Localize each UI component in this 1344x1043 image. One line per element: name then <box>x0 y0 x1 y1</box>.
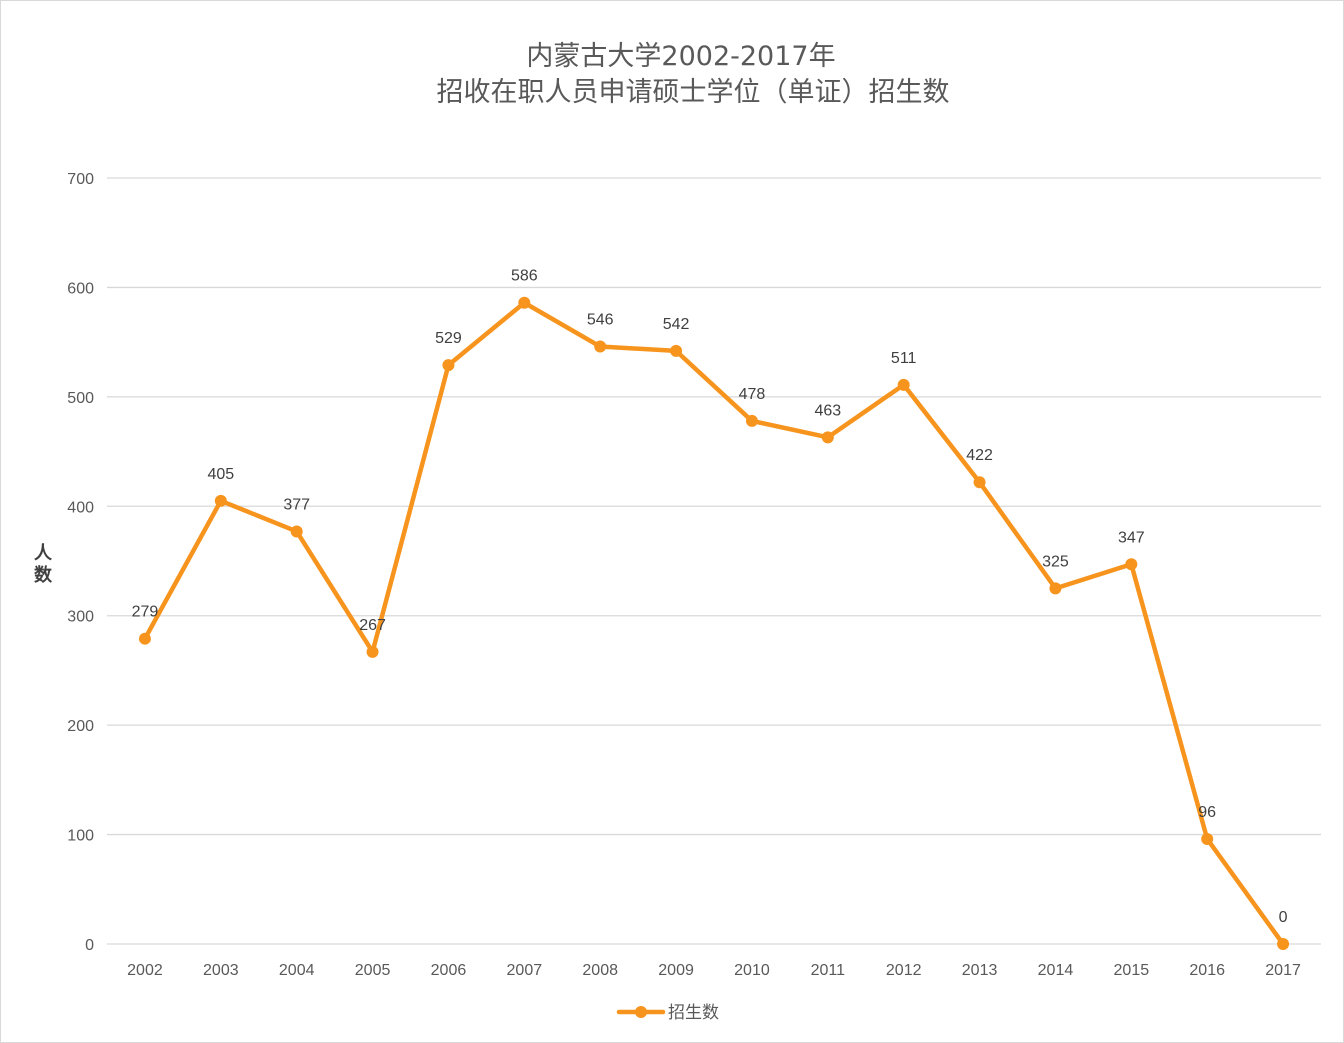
data-point <box>1201 832 1214 845</box>
data-label: 463 <box>814 402 841 419</box>
y-tick-label: 200 <box>67 718 94 735</box>
data-point <box>670 344 683 357</box>
data-label: 586 <box>511 268 538 285</box>
chart-title-line-1: 内蒙古大学2002-2017年 <box>526 41 835 72</box>
x-tick-label: 2012 <box>886 962 922 979</box>
x-tick-label: 2010 <box>734 962 770 979</box>
y-axis-title: 人数 <box>34 543 53 586</box>
y-tick-label: 400 <box>67 499 94 516</box>
data-label: 478 <box>739 386 766 403</box>
data-label: 347 <box>1118 529 1145 546</box>
data-label: 377 <box>283 496 310 513</box>
legend: 招生数 <box>616 1003 719 1023</box>
data-label: 0 <box>1279 909 1288 926</box>
data-point <box>1277 938 1290 950</box>
gridlines <box>107 177 1321 945</box>
legend-marker <box>635 1006 647 1018</box>
x-tick-label: 2009 <box>658 962 694 979</box>
data-point <box>214 494 227 507</box>
data-label: 96 <box>1198 804 1216 821</box>
data-labels: 279 405 377 267 529 586 546 542 478 463 511 422 325 3… <box>132 268 1288 926</box>
data-label: 279 <box>132 604 159 621</box>
x-tick-label: 2002 <box>127 962 163 979</box>
y-axis-tick-labels: 0 100 200 300 400 500 600 700 <box>67 171 94 954</box>
y-tick-label: 100 <box>67 828 94 845</box>
chart-title-line-2: 招收在职人员申请硕士学位（单证）招生数 <box>437 77 950 108</box>
y-tick-label: 600 <box>67 280 94 297</box>
data-label: 405 <box>207 466 234 483</box>
data-label: 267 <box>359 617 386 634</box>
x-tick-label: 2004 <box>279 962 315 979</box>
data-point <box>821 431 834 444</box>
x-tick-label: 2011 <box>811 962 846 979</box>
y-tick-label: 700 <box>67 171 94 188</box>
data-point <box>138 632 151 645</box>
x-tick-label: 2005 <box>355 962 391 979</box>
y-tick-label: 300 <box>67 609 94 626</box>
y-tick-label: 0 <box>85 937 94 954</box>
series-line-group <box>138 296 1290 950</box>
data-label: 546 <box>587 312 614 329</box>
data-point <box>518 296 531 309</box>
x-tick-label: 2016 <box>1189 962 1225 979</box>
y-tick-label: 500 <box>67 390 94 407</box>
data-point <box>594 340 607 353</box>
data-label: 511 <box>891 350 917 367</box>
data-point <box>290 525 303 538</box>
data-point <box>973 476 986 489</box>
data-point <box>1049 582 1062 595</box>
data-point <box>745 414 758 427</box>
x-tick-label: 2007 <box>507 962 543 979</box>
x-tick-label: 2017 <box>1265 962 1301 979</box>
data-point <box>366 645 379 658</box>
data-label: 542 <box>663 316 690 333</box>
x-tick-label: 2008 <box>582 962 618 979</box>
data-point <box>442 359 455 372</box>
x-tick-label: 2006 <box>431 962 467 979</box>
data-point <box>1125 558 1138 571</box>
x-tick-label: 2015 <box>1114 962 1150 979</box>
data-point <box>897 378 910 391</box>
data-label: 325 <box>1042 553 1069 570</box>
y-axis-label: 人数 <box>34 543 53 586</box>
series-line <box>142 300 1286 947</box>
x-tick-label: 2003 <box>203 962 239 979</box>
data-label: 422 <box>966 447 993 464</box>
chart-title: 内蒙古大学2002-2017年 招收在职人员申请硕士学位（单证）招生数 <box>437 41 950 108</box>
legend-label: 招生数 <box>668 1003 719 1023</box>
x-tick-label: 2013 <box>962 962 998 979</box>
x-axis-tick-labels: 2002 2003 2004 2005 2006 2007 2008 2009 2010 2011… <box>127 962 1301 979</box>
data-label: 529 <box>435 330 462 347</box>
x-tick-label: 2014 <box>1038 962 1074 979</box>
